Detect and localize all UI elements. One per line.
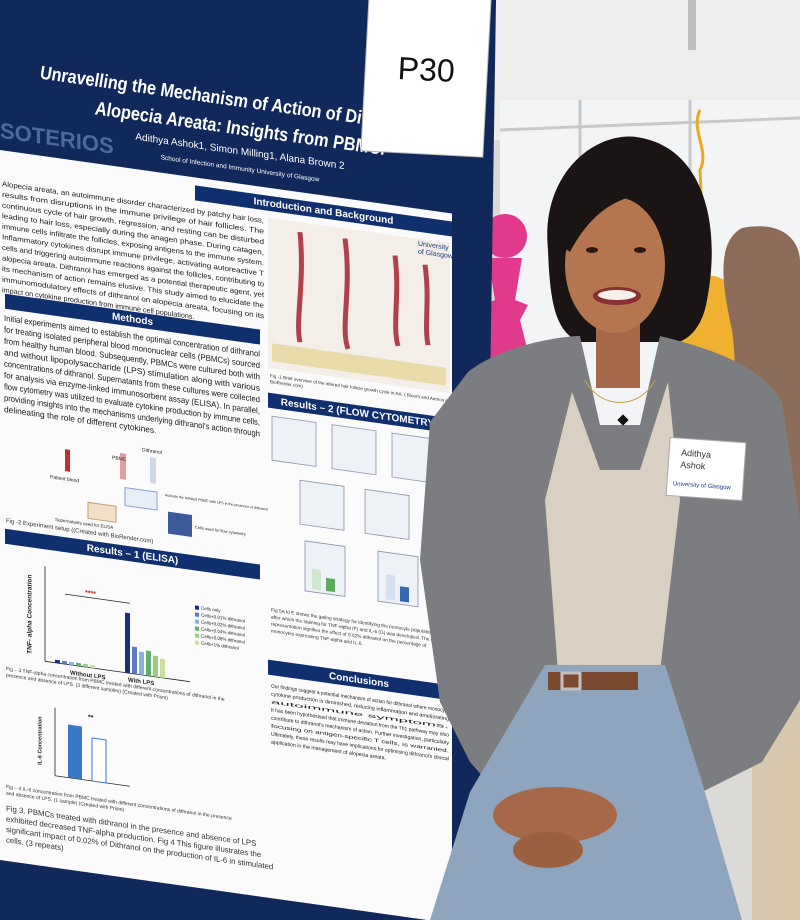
tnf-bars xyxy=(55,612,165,679)
flow-bar xyxy=(326,577,335,593)
bar xyxy=(68,724,82,780)
significance-line xyxy=(65,593,130,604)
buckle xyxy=(560,671,582,691)
figure-label: Patient blood xyxy=(50,474,79,484)
legend-swatch xyxy=(195,640,199,645)
caption: BioRender.com) xyxy=(270,379,303,389)
bar xyxy=(139,651,144,676)
legend-label: Cells only xyxy=(201,605,221,613)
yellow-string xyxy=(695,109,707,286)
sign-label: P30 xyxy=(397,50,456,89)
section-header-bar xyxy=(5,528,260,580)
figure-label: PBMC xyxy=(112,455,127,463)
plate xyxy=(124,486,158,511)
hands xyxy=(493,787,617,843)
follicle-base xyxy=(272,343,446,386)
section-header-bar xyxy=(268,392,450,434)
badge-text: Adithya xyxy=(681,448,712,460)
figure-label: Without LPS xyxy=(70,670,106,681)
figure-label: TNF- alpha Concentration xyxy=(27,574,34,654)
figure-label: IL-6 Concentration xyxy=(37,715,43,765)
belt xyxy=(548,672,638,690)
flow-bar xyxy=(386,574,395,601)
bar xyxy=(55,659,60,664)
legend-swatch xyxy=(195,633,199,638)
bar xyxy=(91,737,107,784)
cytometer xyxy=(168,511,192,537)
necklace xyxy=(584,379,656,403)
top xyxy=(545,382,680,672)
sign-card: P30 xyxy=(360,0,492,158)
face xyxy=(565,197,665,333)
eye xyxy=(586,247,598,253)
legend-label: Cells+0.04% dithranol xyxy=(201,626,245,637)
badge-text: Ashok xyxy=(680,460,706,472)
flow-bar xyxy=(400,586,409,603)
name-badge: Adithya Ashok University of Glasgow xyxy=(665,436,747,502)
flow-plot xyxy=(364,488,410,540)
section-header-bar xyxy=(195,185,452,237)
badge-card xyxy=(665,436,747,502)
bar xyxy=(83,663,88,668)
legend-swatch xyxy=(195,605,199,610)
figure-label: With LPS xyxy=(128,678,154,688)
tube xyxy=(65,449,70,472)
flow-bar-plot xyxy=(304,540,346,597)
ceiling-light xyxy=(688,0,696,50)
section-header-bar xyxy=(268,659,450,701)
bar xyxy=(146,650,151,677)
figure-label: ** xyxy=(88,714,94,722)
pendant xyxy=(617,414,629,426)
logo-text: University xyxy=(418,241,449,252)
flow-plot xyxy=(271,415,317,467)
bar xyxy=(132,646,137,675)
tube xyxy=(150,457,156,484)
bar xyxy=(125,612,130,674)
bar xyxy=(76,662,81,667)
follicle xyxy=(296,232,431,350)
legend-swatch xyxy=(195,619,199,624)
flow-plot xyxy=(331,424,377,476)
legend-swatch xyxy=(195,612,199,617)
elisa-plate xyxy=(87,501,117,523)
pink-piece xyxy=(478,258,530,360)
tube xyxy=(120,452,126,480)
pink-piece xyxy=(483,214,527,258)
eye xyxy=(634,247,646,253)
legend-label: Cells+1% dithranol xyxy=(201,640,239,650)
bar xyxy=(62,660,67,665)
bar xyxy=(153,655,158,678)
bar xyxy=(69,661,74,666)
bar xyxy=(90,664,95,669)
fringe xyxy=(560,174,680,252)
legend-label: Cells+0.02% dithranol xyxy=(201,619,245,630)
badge-text: University of Glasgow xyxy=(673,481,732,491)
person: Adithya Ashok University of Glasgow xyxy=(420,136,800,920)
flow-plot xyxy=(299,479,345,531)
legend-label: Cells+0.08% dithranol xyxy=(201,633,245,644)
bar xyxy=(160,658,165,679)
flow-bar xyxy=(312,568,321,591)
sign-background xyxy=(360,0,492,158)
legend-swatch xyxy=(195,626,199,631)
legend-label: Cells+0.01% dithranol xyxy=(201,612,245,623)
hands xyxy=(513,832,583,868)
figure-label: Dithranol xyxy=(142,447,162,456)
window-frame xyxy=(499,116,800,132)
section-header-bar xyxy=(5,293,260,345)
figure-label: **** xyxy=(85,590,96,599)
teeth xyxy=(598,290,636,300)
flow-bar-plot xyxy=(377,550,419,608)
